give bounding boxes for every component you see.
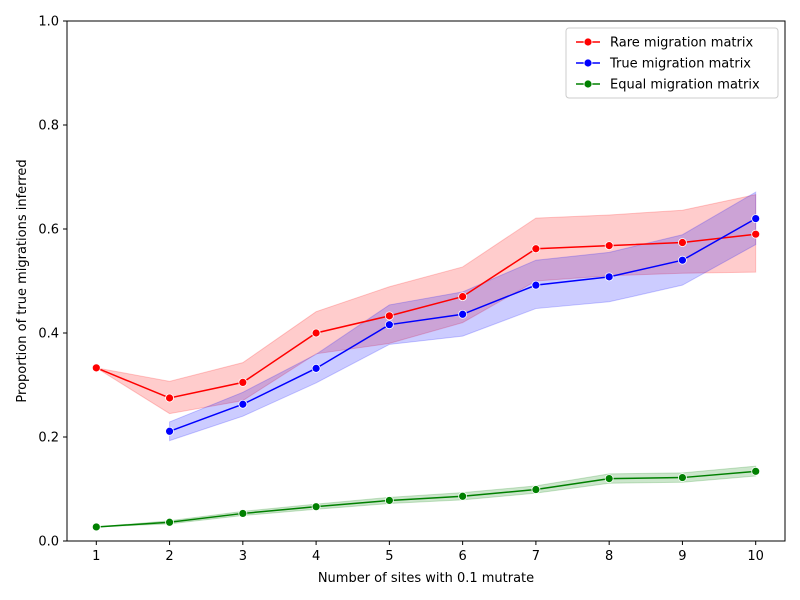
x-tick-label: 4 bbox=[312, 549, 320, 564]
true-migration-matrix-point bbox=[384, 320, 394, 330]
true-migration-matrix-point bbox=[531, 280, 541, 290]
legend-marker-equal-migration-matrix bbox=[583, 79, 593, 89]
rare-migration-matrix-point bbox=[531, 244, 541, 254]
true-migration-matrix-point bbox=[311, 363, 321, 373]
legend-label-equal-migration-matrix: Equal migration matrix bbox=[610, 78, 760, 93]
true-migration-matrix-point bbox=[238, 399, 248, 409]
y-tick-label: 0.0 bbox=[38, 535, 59, 550]
rare-migration-matrix-point bbox=[458, 292, 468, 302]
equal-migration-matrix-point bbox=[531, 485, 541, 494]
legend-label-true-migration-matrix: True migration matrix bbox=[609, 57, 751, 72]
x-tick-label: 10 bbox=[747, 549, 764, 564]
equal-migration-matrix-line bbox=[96, 470, 756, 528]
equal-migration-matrix-point bbox=[384, 496, 394, 505]
x-tick-label: 1 bbox=[92, 549, 100, 564]
x-tick-label: 5 bbox=[385, 549, 393, 564]
legend-box bbox=[565, 27, 779, 99]
true-migration-matrix-point bbox=[678, 255, 687, 265]
equal-migration-matrix-point bbox=[238, 509, 248, 518]
true-migration-matrix-point bbox=[458, 309, 468, 319]
rare-migration-matrix-point bbox=[384, 311, 394, 321]
x-tick-label: 6 bbox=[458, 549, 466, 564]
x-axis-ticks: 1 2 3 4 5 6 7 8 9 10 bbox=[92, 541, 764, 564]
rare-migration-matrix-point bbox=[91, 363, 101, 373]
x-tick-label: 8 bbox=[605, 549, 613, 564]
true-migration-matrix-point bbox=[165, 426, 174, 436]
x-tick-label: 3 bbox=[239, 549, 247, 564]
equal-migration-matrix-point bbox=[604, 474, 614, 484]
rare-migration-matrix-point bbox=[604, 241, 614, 251]
equal-migration-matrix-point bbox=[678, 473, 687, 482]
x-tick-label: 9 bbox=[678, 549, 686, 564]
equal-migration-matrix-point bbox=[165, 517, 174, 527]
true-migration-matrix-point bbox=[751, 214, 761, 224]
legend-label-rare-migration-matrix: Rare migration matrix bbox=[610, 36, 753, 51]
rare-migration-matrix-point bbox=[678, 238, 687, 247]
legend-marker-true-migration-matrix bbox=[583, 58, 593, 68]
rare-migration-matrix-point bbox=[165, 393, 174, 403]
equal-migration-matrix-point bbox=[311, 502, 321, 512]
equal-migration-matrix-point bbox=[458, 491, 468, 501]
y-axis-label: Proportion of true migrations inferred bbox=[15, 159, 30, 402]
y-axis-ticks: 0.0 0.2 0.4 0.6 0.8 1.0 bbox=[38, 15, 67, 550]
legend: Rare migration matrix True migration matr… bbox=[565, 27, 779, 99]
y-tick-label: 0.2 bbox=[38, 431, 59, 446]
rare-migration-matrix-point bbox=[311, 328, 321, 338]
x-axis-label: Number of sites with 0.1 mutrate bbox=[318, 571, 534, 586]
equal-migration-matrix-point bbox=[751, 466, 761, 476]
legend-marker-rare-migration-matrix bbox=[583, 37, 593, 47]
y-tick-label: 0.8 bbox=[38, 119, 59, 134]
series-markers bbox=[91, 214, 761, 532]
x-tick-label: 2 bbox=[165, 549, 173, 564]
plot-frame bbox=[66, 20, 786, 542]
y-tick-label: 0.4 bbox=[38, 327, 59, 342]
true-migration-matrix-point bbox=[604, 272, 614, 282]
x-tick-label: 7 bbox=[532, 549, 540, 564]
y-tick-label: 1.0 bbox=[38, 15, 59, 30]
equal-migration-matrix-point bbox=[91, 522, 101, 532]
rare-migration-matrix-point bbox=[238, 377, 248, 387]
y-tick-label: 0.6 bbox=[38, 223, 59, 238]
rare-migration-matrix-line bbox=[96, 233, 756, 399]
rare-migration-matrix-point bbox=[751, 229, 761, 239]
